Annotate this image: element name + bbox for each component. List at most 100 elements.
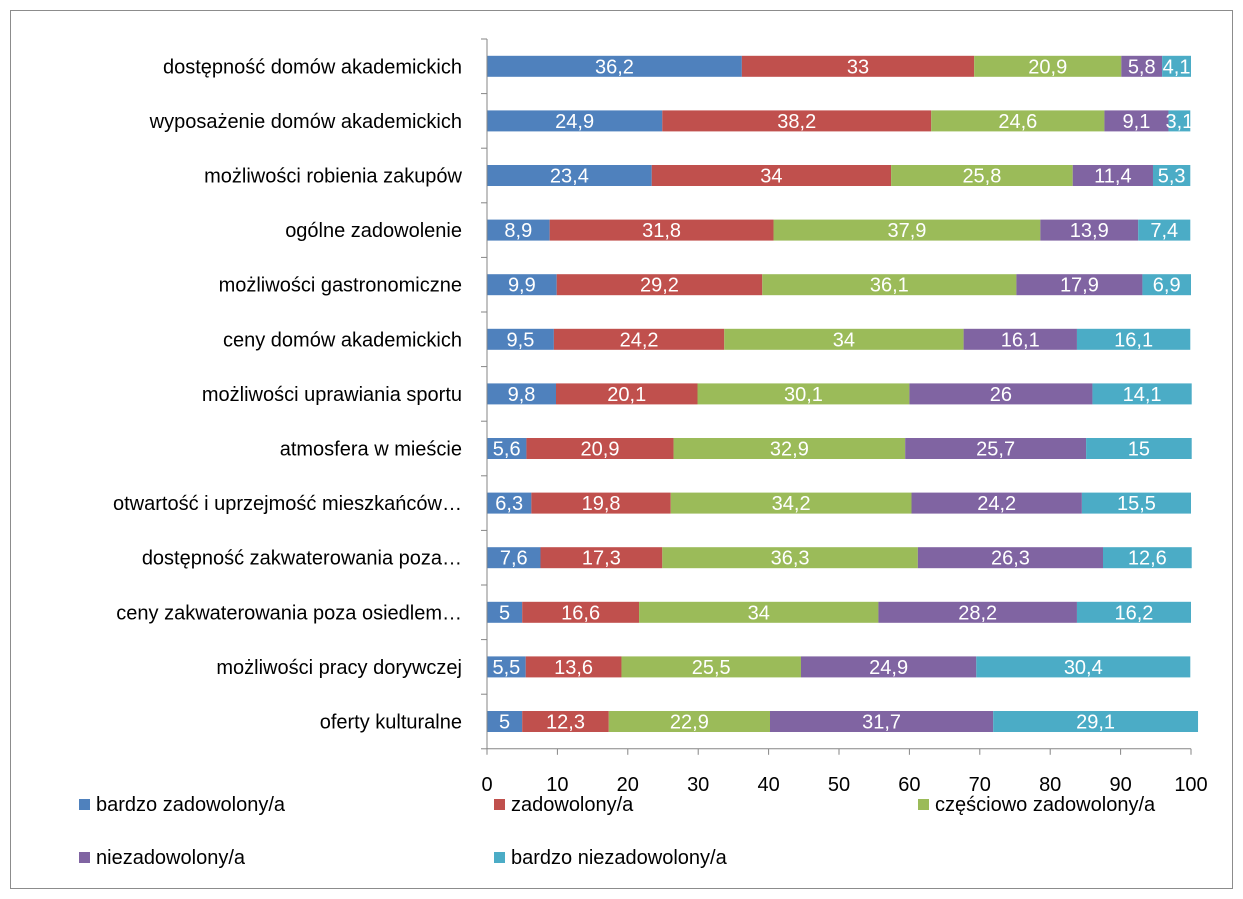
bar-segment — [1152, 165, 1191, 186]
bar-segment — [525, 656, 622, 678]
data-label: 17,3 — [582, 548, 621, 570]
data-label: 38,2 — [777, 111, 816, 133]
category-label: możliwości robienia zakupów — [204, 166, 462, 188]
data-label: 20,1 — [607, 384, 646, 406]
x-tick-label: 50 — [828, 774, 850, 796]
legend: bardzo zadowolony/a zadowolony/a częściowo… — [79, 794, 1156, 869]
bars-layer — [487, 55, 1199, 732]
category-label: atmosfera w mieście — [280, 439, 462, 461]
data-label: 16,2 — [1115, 602, 1154, 624]
bar-segment — [963, 328, 1077, 350]
data-label: 3,1 — [1165, 111, 1193, 133]
data-label: 30,1 — [784, 384, 823, 406]
bar-segment — [549, 219, 774, 241]
bar-segment — [621, 656, 801, 678]
bar-segment — [662, 110, 932, 132]
data-label: 7,6 — [500, 548, 528, 570]
data-label: 31,8 — [642, 220, 681, 242]
bar-segment — [1076, 601, 1191, 623]
data-label: 36,3 — [771, 548, 810, 570]
category-label: dostępność zakwaterowania poza… — [142, 548, 462, 570]
data-label: 34 — [760, 166, 782, 188]
data-label: 26,3 — [991, 548, 1030, 570]
category-label: możliwości uprawiania sportu — [202, 384, 462, 406]
data-label: 14,1 — [1123, 384, 1162, 406]
bar-segment — [911, 492, 1082, 514]
bar-segment — [1092, 383, 1192, 405]
bar-segment — [487, 55, 742, 77]
bar-segment — [724, 328, 964, 350]
bar-segment — [976, 656, 1191, 678]
data-label: 9,1 — [1123, 111, 1151, 133]
stacked-bar-chart: 36,2 33 20,9 5,8 4,1 24,9 38,2 24,6 9,1 3,1 23,4 34… — [79, 38, 1208, 869]
x-tick-label: 30 — [687, 774, 709, 796]
bar-segment — [974, 55, 1122, 77]
data-label: 11,4 — [1094, 166, 1131, 188]
bar-segment — [1016, 274, 1143, 296]
data-label: 16,6 — [561, 602, 600, 624]
bar-segment — [1072, 165, 1153, 186]
data-label: 24,2 — [977, 493, 1016, 515]
legend-swatch — [918, 799, 929, 810]
data-label: 6,3 — [495, 493, 523, 515]
data-label: 25,5 — [692, 657, 731, 679]
bar-segment — [891, 165, 1073, 186]
category-label: możliwości pracy dorywczej — [216, 657, 462, 679]
legend-label: niezadowolony/a — [96, 847, 246, 869]
x-tick-label: 0 — [481, 774, 492, 796]
data-label: 17,9 — [1060, 275, 1099, 297]
bar-segment — [931, 110, 1105, 132]
data-label: 7,4 — [1150, 220, 1178, 242]
bar-segment — [487, 219, 550, 241]
bar-segment — [1103, 547, 1192, 569]
bar-segment — [800, 656, 977, 678]
data-label: 16,1 — [1114, 329, 1153, 351]
legend-swatch — [79, 852, 90, 863]
legend-label: zadowolony/a — [511, 794, 634, 816]
legend-label: bardzo niezadowolony/a — [511, 847, 728, 869]
legend-swatch — [494, 799, 505, 810]
legend-label: bardzo zadowolony/a — [96, 794, 286, 816]
x-tick-label: 20 — [617, 774, 639, 796]
data-label: 8,9 — [504, 220, 532, 242]
category-label: możliwości gastronomiczne — [219, 275, 462, 297]
x-tick-label: 10 — [546, 774, 568, 796]
bar-segment — [1104, 110, 1169, 132]
bar-segment — [1076, 328, 1191, 350]
data-label: 29,1 — [1076, 712, 1115, 734]
bar-segment — [540, 547, 663, 569]
bar-segment — [878, 601, 1077, 623]
bar-segment — [639, 601, 879, 623]
bar-segment — [487, 547, 541, 569]
legend-swatch — [79, 799, 90, 810]
bar-segment — [917, 547, 1103, 569]
data-label: 20,9 — [581, 439, 620, 461]
data-label: 13,9 — [1070, 220, 1109, 242]
bar-segment — [487, 274, 557, 296]
data-label: 31,7 — [862, 712, 901, 734]
chart-frame: 36,2 33 20,9 5,8 4,1 24,9 38,2 24,6 9,1 3,1 23,4 34… — [10, 10, 1233, 889]
data-label: 15 — [1128, 439, 1150, 461]
data-label: 24,9 — [555, 111, 594, 133]
data-label: 5 — [499, 602, 510, 624]
bar-segment — [487, 711, 523, 732]
data-label: 34,2 — [772, 493, 811, 515]
data-label: 25,8 — [962, 166, 1001, 188]
bar-segment — [697, 383, 910, 405]
data-label: 9,9 — [508, 275, 536, 297]
bar-segment — [1121, 55, 1163, 77]
data-label: 16,1 — [1001, 329, 1040, 351]
bar-segment — [770, 711, 994, 732]
bar-segment — [909, 383, 1093, 405]
x-tick-label: 70 — [969, 774, 991, 796]
data-label: 5,5 — [492, 657, 520, 679]
data-label: 30,4 — [1064, 657, 1103, 679]
bar-segment — [741, 55, 975, 77]
axes-layer: dostępność domów akademickich wyposażenie… — [113, 38, 1208, 796]
category-label: ogólne zadowolenie — [285, 220, 462, 242]
data-label: 20,9 — [1028, 56, 1067, 78]
bar-segment — [993, 711, 1199, 732]
data-label: 34 — [748, 602, 770, 624]
data-label: 5 — [499, 712, 510, 734]
bar-segment — [522, 711, 609, 732]
